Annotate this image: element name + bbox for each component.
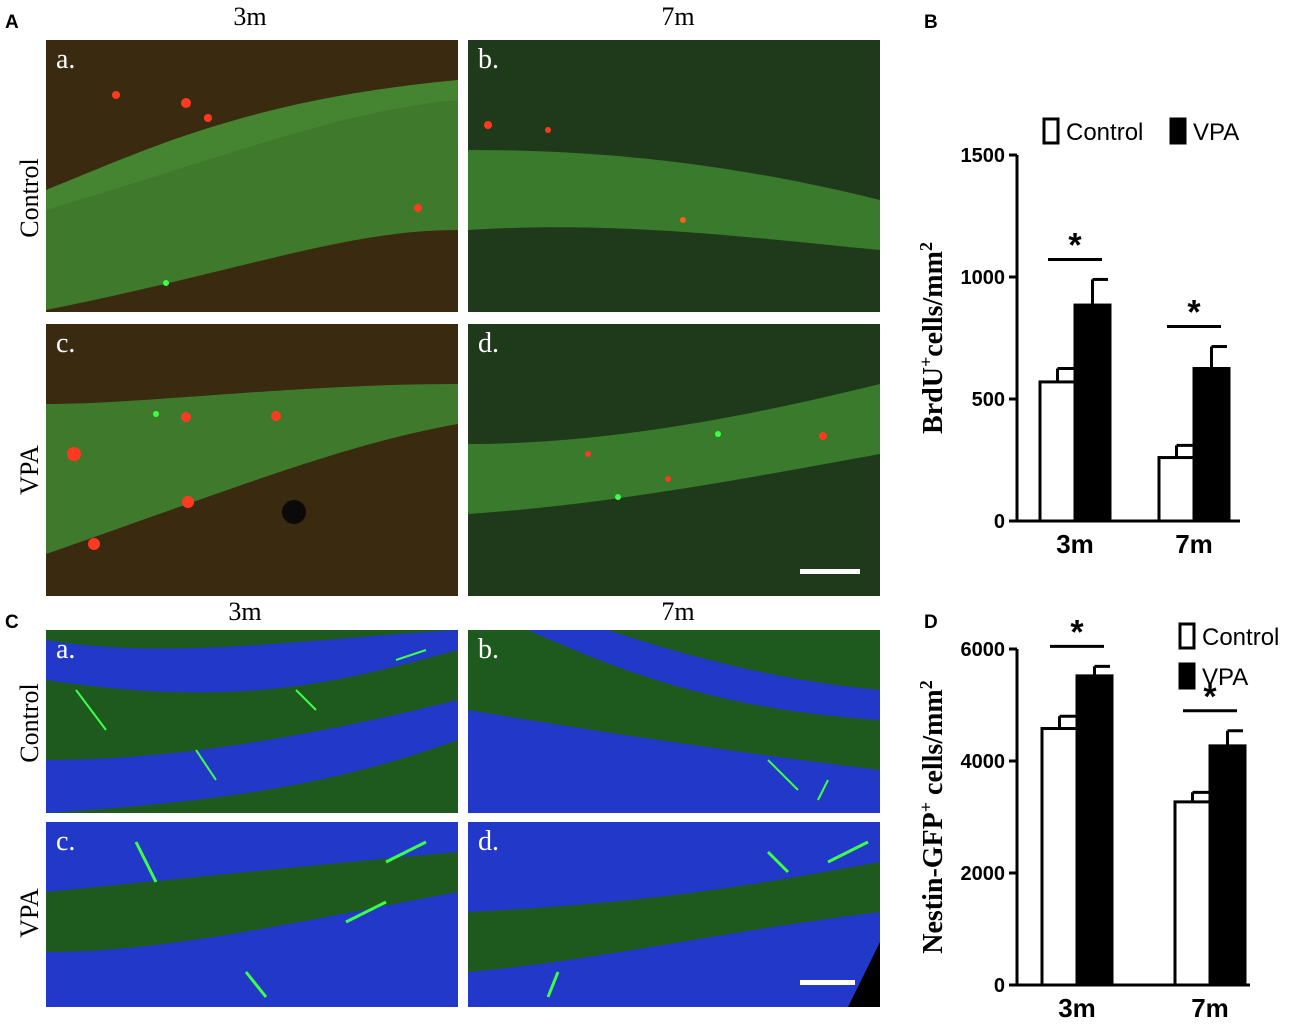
panel-a-image-a: a. — [46, 40, 458, 312]
panel-a-row-label-control: Control — [15, 158, 44, 238]
subpanel-label: b. — [478, 44, 499, 75]
bar-chart-nestin: Nestin-GFP+ cells/mm2 0 2000 4000 6000 3m * 7m *… — [916, 613, 1279, 1023]
y-axis-title-main: Nestin-GFP — [918, 812, 949, 954]
subpanel-label: a. — [56, 44, 76, 75]
y-tick-label: 4000 — [961, 751, 1006, 773]
panel-a-row-label-vpa: VPA — [15, 445, 44, 495]
y-tick-label: 0 — [994, 975, 1005, 997]
y-axis-title-exp: 2 — [916, 680, 936, 689]
y-tick-label: 0 — [994, 511, 1005, 533]
y-tick-label: 1500 — [961, 145, 1006, 167]
y-tick-label: 1000 — [961, 267, 1006, 289]
panel-c-row-label-control: Control — [15, 683, 44, 763]
significance-marker: * — [1203, 678, 1217, 716]
bar-vpa-3m — [1075, 674, 1114, 987]
micrograph-b-green — [468, 630, 880, 813]
micrograph-a-red — [46, 40, 458, 312]
panel-c-image-c: c. — [46, 822, 458, 1007]
y-tick-label: 2000 — [961, 863, 1006, 885]
legend-swatch-control — [1042, 117, 1060, 145]
y-axis-title-sup: + — [916, 357, 936, 367]
bar-chart-brdu: BrdU+cells/mm2 0 500 1000 1500 3m * 7m * Control V… — [916, 117, 1240, 559]
y-axis-title: BrdU+cells/mm2 — [916, 242, 949, 434]
panel-a-image-b: b. — [468, 40, 880, 312]
panel-c-image-b: b. — [468, 630, 880, 813]
x-tick-label: 7m — [1175, 529, 1213, 559]
y-axis-title-main: BrdU — [918, 367, 949, 434]
x-tick-label: 3m — [1056, 529, 1094, 559]
scale-bar — [800, 980, 855, 985]
micrograph-b-red — [468, 40, 880, 312]
y-axis-title-sup: + — [916, 802, 936, 812]
y-axis-title-rest: cells/mm — [918, 689, 949, 802]
legend-label-vpa: VPA — [1193, 119, 1239, 146]
panel-c-image-a: a. — [46, 630, 458, 813]
y-axis-title-exp: 2 — [916, 242, 936, 251]
subpanel-label: c. — [56, 328, 76, 359]
legend-swatch-vpa — [1169, 117, 1187, 145]
panel-c-row-label-vpa: VPA — [15, 888, 44, 938]
y-tick-label: 6000 — [961, 639, 1006, 661]
subpanel-label: a. — [56, 634, 76, 665]
micrograph-c-red — [46, 324, 458, 596]
micrograph-a-green — [46, 630, 458, 813]
bar-vpa-3m — [1073, 303, 1112, 523]
legend-label-control: Control — [1202, 624, 1279, 651]
micrograph-c-green — [46, 822, 458, 1007]
panel-a-image-d: d. — [468, 324, 880, 596]
panel-a-col-label-7m: 7m — [661, 2, 695, 31]
panel-label-c: C — [5, 612, 19, 633]
subpanel-label: b. — [478, 634, 499, 665]
bar-control-7m — [1173, 800, 1212, 987]
bar-control-3m — [1040, 727, 1079, 987]
bar-vpa-7m — [1208, 744, 1247, 987]
bar-control-3m — [1038, 380, 1077, 523]
micrograph-d-green — [468, 822, 880, 1007]
y-axis-title: Nestin-GFP+ cells/mm2 — [916, 680, 949, 954]
y-tick-label: 500 — [972, 389, 1005, 411]
x-tick-label: 3m — [1058, 993, 1096, 1023]
panel-a-col-label-3m: 3m — [233, 2, 267, 31]
y-axis-title-rest: cells/mm — [918, 251, 949, 357]
legend-swatch-vpa — [1178, 662, 1196, 690]
significance-marker: * — [1068, 226, 1082, 264]
bar-control-7m — [1157, 456, 1196, 523]
panel-c-image-d: d. — [468, 822, 880, 1007]
panel-c-col-label-7m: 7m — [661, 597, 695, 626]
panel-c-col-label-3m: 3m — [228, 597, 262, 626]
significance-marker: * — [1070, 613, 1084, 651]
subpanel-label: d. — [478, 328, 499, 359]
legend-swatch-control — [1178, 622, 1196, 650]
panel-label-b: B — [924, 12, 938, 33]
legend-label-control: Control — [1066, 119, 1143, 146]
panel-label-a: A — [5, 12, 19, 33]
significance-marker: * — [1187, 294, 1201, 332]
micrograph-d-red — [468, 324, 880, 596]
panel-a-image-c: c. — [46, 324, 458, 596]
bar-vpa-7m — [1192, 367, 1231, 523]
subpanel-label: d. — [478, 826, 499, 857]
x-tick-label: 7m — [1191, 993, 1229, 1023]
panel-label-d: D — [924, 612, 938, 633]
legend-label-vpa: VPA — [1202, 664, 1248, 691]
subpanel-label: c. — [56, 826, 76, 857]
scale-bar — [800, 569, 860, 574]
